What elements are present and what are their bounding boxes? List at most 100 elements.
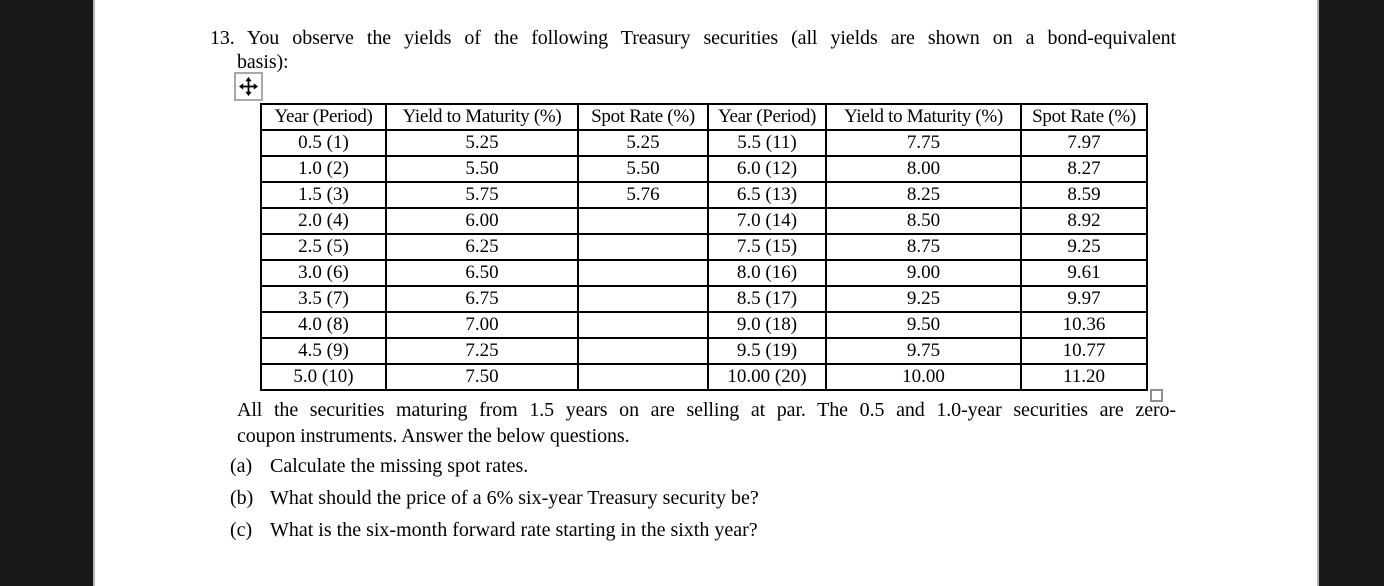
- table-cell: 5.50: [385, 155, 579, 183]
- four-way-move-arrow-icon: [239, 77, 258, 96]
- column-header: Yield to Maturity (%): [825, 103, 1022, 131]
- table-cell: 9.0 (18): [707, 311, 827, 339]
- table-body: 0.5 (1) 5.25 5.25 5.5 (11) 7.75 7.97 1.0 (2) 5.…: [260, 129, 1148, 391]
- question-text: Calculate the missing spot rates.: [270, 455, 529, 477]
- right-dark-panel: [1317, 0, 1384, 586]
- table-cell: [577, 311, 709, 339]
- table-cell: 8.25: [825, 181, 1022, 209]
- table-row: 0.5 (1) 5.25 5.25 5.5 (11) 7.75 7.97: [260, 129, 1148, 157]
- table-cell: [577, 363, 709, 391]
- table-cell: [577, 233, 709, 261]
- question-text: What should the price of a 6% six-year T…: [270, 487, 759, 509]
- table-cell: 1.0 (2): [260, 155, 387, 183]
- column-header: Year (Period): [260, 103, 387, 131]
- table-cell: 6.50: [385, 259, 579, 287]
- table-cell: 7.00: [385, 311, 579, 339]
- table-header-row: Year (Period) Yield to Maturity (%) Spot R…: [260, 103, 1148, 131]
- table-cell: 2.5 (5): [260, 233, 387, 261]
- problem-intro-line1: 13. You observe the yields of the follow…: [210, 27, 1176, 49]
- column-header: Spot Rate (%): [577, 103, 709, 131]
- table-cell: 9.00: [825, 259, 1022, 287]
- table-move-handle[interactable]: [234, 72, 263, 101]
- table-cell: [577, 207, 709, 235]
- table-row: 2.5 (5) 6.25 7.5 (15) 8.75 9.25: [260, 233, 1148, 261]
- table-row: 2.0 (4) 6.00 7.0 (14) 8.50 8.92: [260, 207, 1148, 235]
- table-row: 1.5 (3) 5.75 5.76 6.5 (13) 8.25 8.59: [260, 181, 1148, 209]
- table-cell: 5.25: [385, 129, 579, 157]
- table-cell: 8.59: [1020, 181, 1148, 209]
- table-cell: 9.75: [825, 337, 1022, 365]
- table-cell: 6.0 (12): [707, 155, 827, 183]
- question-label: (b): [230, 487, 254, 509]
- table-cell: 10.77: [1020, 337, 1148, 365]
- column-header: Spot Rate (%): [1020, 103, 1148, 131]
- table-cell: 7.97: [1020, 129, 1148, 157]
- problem-intro-line2: basis):: [237, 51, 289, 73]
- question-item: (b) What should the price of a 6% six-yea…: [230, 486, 1190, 510]
- question-label: (a): [230, 455, 253, 477]
- table-cell: 1.5 (3): [260, 181, 387, 209]
- table-row: 3.0 (6) 6.50 8.0 (16) 9.00 9.61: [260, 259, 1148, 287]
- table-cell: 2.0 (4): [260, 207, 387, 235]
- table-cell: 5.5 (11): [707, 129, 827, 157]
- table-cell: 9.97: [1020, 285, 1148, 313]
- table-cell: 3.0 (6): [260, 259, 387, 287]
- table-cell: 9.25: [1020, 233, 1148, 261]
- note-line1: All the securities maturing from 1.5 yea…: [237, 399, 1176, 421]
- table-cell: 8.5 (17): [707, 285, 827, 313]
- table-cell: 7.75: [825, 129, 1022, 157]
- table-cell: 9.25: [825, 285, 1022, 313]
- questions-list: (a) Calculate the missing spot rates. (b) W…: [230, 454, 1190, 550]
- table-cell: 10.36: [1020, 311, 1148, 339]
- table-cell: 8.27: [1020, 155, 1148, 183]
- table-cell: 6.25: [385, 233, 579, 261]
- table-cell: 8.0 (16): [707, 259, 827, 287]
- table-cell: 7.0 (14): [707, 207, 827, 235]
- question-item: (c) What is the six-month forward rate st…: [230, 518, 1190, 542]
- table-cell: 7.5 (15): [707, 233, 827, 261]
- table-cell: 5.0 (10): [260, 363, 387, 391]
- problem-intro-paragraph: 13. You observe the yields of the follow…: [210, 26, 1176, 74]
- table-cell: [577, 285, 709, 313]
- table-cell: 10.00 (20): [707, 363, 827, 391]
- table-resize-handle[interactable]: [1150, 389, 1163, 402]
- table-cell: 8.75: [825, 233, 1022, 261]
- table-cell: 7.25: [385, 337, 579, 365]
- question-item: (a) Calculate the missing spot rates.: [230, 454, 1190, 478]
- table-cell: 3.5 (7): [260, 285, 387, 313]
- table-cell: 5.76: [577, 181, 709, 209]
- note-paragraph: All the securities maturing from 1.5 yea…: [237, 397, 1176, 449]
- table-cell: 9.50: [825, 311, 1022, 339]
- table-cell: 4.0 (8): [260, 311, 387, 339]
- table-cell: 7.50: [385, 363, 579, 391]
- table-row: 4.0 (8) 7.00 9.0 (18) 9.50 10.36: [260, 311, 1148, 339]
- table-cell: 4.5 (9): [260, 337, 387, 365]
- table-cell: 5.75: [385, 181, 579, 209]
- question-text: What is the six-month forward rate start…: [270, 519, 758, 541]
- table-cell: 0.5 (1): [260, 129, 387, 157]
- table-row: 3.5 (7) 6.75 8.5 (17) 9.25 9.97: [260, 285, 1148, 313]
- table-row: 1.0 (2) 5.50 5.50 6.0 (12) 8.00 8.27: [260, 155, 1148, 183]
- table-cell: 8.00: [825, 155, 1022, 183]
- table-cell: 6.5 (13): [707, 181, 827, 209]
- table-cell: 5.50: [577, 155, 709, 183]
- table-row: 4.5 (9) 7.25 9.5 (19) 9.75 10.77: [260, 337, 1148, 365]
- column-header: Year (Period): [707, 103, 827, 131]
- question-label: (c): [230, 519, 253, 541]
- table-cell: 6.00: [385, 207, 579, 235]
- table-cell: [577, 259, 709, 287]
- treasury-yields-table: Year (Period) Yield to Maturity (%) Spot R…: [260, 103, 1148, 391]
- table-cell: [577, 337, 709, 365]
- note-line2: coupon instruments. Answer the below que…: [237, 425, 630, 447]
- table-cell: 11.20: [1020, 363, 1148, 391]
- left-dark-panel: [0, 0, 95, 586]
- table-cell: 10.00: [825, 363, 1022, 391]
- table-cell: 6.75: [385, 285, 579, 313]
- column-header: Yield to Maturity (%): [385, 103, 579, 131]
- table-cell: 5.25: [577, 129, 709, 157]
- table-cell: 8.50: [825, 207, 1022, 235]
- table-cell: 9.61: [1020, 259, 1148, 287]
- table-row: 5.0 (10) 7.50 10.00 (20) 10.00 11.20: [260, 363, 1148, 391]
- table-cell: 8.92: [1020, 207, 1148, 235]
